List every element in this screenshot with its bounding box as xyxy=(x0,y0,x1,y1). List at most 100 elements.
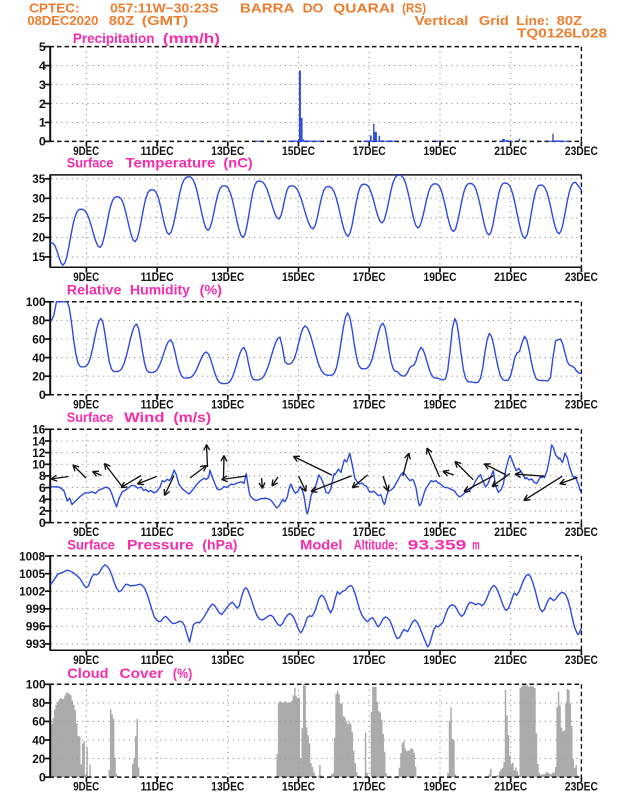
svg-text:5: 5 xyxy=(39,40,46,54)
svg-text:19DEC: 19DEC xyxy=(424,653,457,667)
svg-text:3: 3 xyxy=(39,78,46,92)
svg-text:993: 993 xyxy=(26,637,46,651)
svg-text:40: 40 xyxy=(32,733,45,747)
svg-text:80: 80 xyxy=(32,314,45,328)
svg-text:21DEC: 21DEC xyxy=(494,653,527,667)
svg-text:Cover: Cover xyxy=(120,666,165,681)
svg-text:21DEC: 21DEC xyxy=(494,397,527,411)
svg-text:17DEC: 17DEC xyxy=(353,525,386,539)
svg-text:057:11W−30:23S: 057:11W−30:23S xyxy=(110,1,219,16)
svg-text:9DEC: 9DEC xyxy=(73,270,99,284)
svg-text:9DEC: 9DEC xyxy=(73,144,99,158)
svg-text:(%): (%) xyxy=(200,283,222,298)
svg-text:100: 100 xyxy=(26,678,46,692)
svg-text:15DEC: 15DEC xyxy=(282,653,315,667)
svg-text:(%): (%) xyxy=(173,666,192,681)
svg-text:100: 100 xyxy=(26,295,46,309)
svg-text:13DEC: 13DEC xyxy=(211,144,244,158)
svg-text:19DEC: 19DEC xyxy=(424,397,457,411)
svg-text:(hPa): (hPa) xyxy=(202,538,237,553)
svg-text:0: 0 xyxy=(39,135,46,149)
svg-text:999: 999 xyxy=(26,602,46,616)
svg-text:Cloud: Cloud xyxy=(67,666,108,681)
svg-text:996: 996 xyxy=(26,620,46,634)
svg-text:23DEC: 23DEC xyxy=(565,653,598,667)
svg-text:15DEC: 15DEC xyxy=(282,525,315,539)
svg-text:21DEC: 21DEC xyxy=(494,780,527,794)
svg-text:9DEC: 9DEC xyxy=(73,780,99,794)
svg-text:19DEC: 19DEC xyxy=(424,144,457,158)
svg-text:2: 2 xyxy=(39,97,46,111)
svg-text:13DEC: 13DEC xyxy=(211,780,244,794)
svg-text:19DEC: 19DEC xyxy=(424,525,457,539)
svg-text:30: 30 xyxy=(32,192,45,206)
svg-text:1002: 1002 xyxy=(19,585,45,599)
svg-text:(RS): (RS) xyxy=(402,1,426,16)
svg-text:11DEC: 11DEC xyxy=(141,144,174,158)
svg-text:15DEC: 15DEC xyxy=(282,397,315,411)
svg-text:11DEC: 11DEC xyxy=(141,780,174,794)
svg-text:17DEC: 17DEC xyxy=(353,653,386,667)
svg-text:m: m xyxy=(472,538,480,553)
svg-text:Relative: Relative xyxy=(67,283,122,298)
svg-text:TQ0126L028: TQ0126L028 xyxy=(517,25,607,40)
svg-text:80Z: 80Z xyxy=(557,13,582,28)
svg-text:40: 40 xyxy=(32,351,45,365)
svg-text:9DEC: 9DEC xyxy=(73,653,99,667)
svg-text:21DEC: 21DEC xyxy=(494,270,527,284)
svg-text:11DEC: 11DEC xyxy=(141,525,174,539)
svg-text:15DEC: 15DEC xyxy=(282,780,315,794)
svg-text:11DEC: 11DEC xyxy=(141,397,174,411)
svg-text:Vertical: Vertical xyxy=(415,13,469,28)
svg-text:BARRA: BARRA xyxy=(240,1,295,16)
svg-text:15DEC: 15DEC xyxy=(282,144,315,158)
svg-text:17DEC: 17DEC xyxy=(353,144,386,158)
svg-text:Temperature: Temperature xyxy=(126,155,216,170)
svg-text:4: 4 xyxy=(39,493,46,507)
svg-text:Precipitation: Precipitation xyxy=(73,31,155,46)
svg-text:60: 60 xyxy=(32,715,45,729)
svg-text:12: 12 xyxy=(32,446,45,460)
svg-text:80Z: 80Z xyxy=(109,13,135,28)
svg-text:DO: DO xyxy=(303,1,324,16)
svg-text:25: 25 xyxy=(32,211,45,225)
svg-text:16: 16 xyxy=(32,423,45,437)
svg-text:(mm/h): (mm/h) xyxy=(163,31,220,46)
svg-text:9DEC: 9DEC xyxy=(73,525,99,539)
svg-text:1008: 1008 xyxy=(19,549,45,563)
svg-text:17DEC: 17DEC xyxy=(353,270,386,284)
svg-text:8: 8 xyxy=(39,469,46,483)
svg-text:2: 2 xyxy=(39,504,46,518)
svg-text:13DEC: 13DEC xyxy=(211,270,244,284)
svg-text:15DEC: 15DEC xyxy=(282,270,315,284)
svg-text:08DEC2020: 08DEC2020 xyxy=(27,13,98,28)
svg-text:Model: Model xyxy=(300,538,342,553)
svg-text:20: 20 xyxy=(32,231,45,245)
svg-text:13DEC: 13DEC xyxy=(211,653,244,667)
svg-text:13DEC: 13DEC xyxy=(211,397,244,411)
svg-text:QUARAI: QUARAI xyxy=(333,1,394,16)
svg-text:20: 20 xyxy=(32,370,45,384)
svg-text:10: 10 xyxy=(32,458,45,472)
svg-text:17DEC: 17DEC xyxy=(353,780,386,794)
svg-text:23DEC: 23DEC xyxy=(565,270,598,284)
svg-text:4: 4 xyxy=(39,59,46,73)
svg-text:0: 0 xyxy=(39,516,46,530)
svg-text:Surface: Surface xyxy=(67,410,114,425)
svg-text:20: 20 xyxy=(32,752,45,766)
svg-text:23DEC: 23DEC xyxy=(565,525,598,539)
svg-text:(m/s): (m/s) xyxy=(173,410,211,425)
svg-text:14: 14 xyxy=(32,434,45,448)
svg-text:21DEC: 21DEC xyxy=(494,144,527,158)
svg-text:Altitude:: Altitude: xyxy=(354,538,398,553)
svg-text:Surface: Surface xyxy=(67,155,114,170)
svg-text:6: 6 xyxy=(39,481,46,495)
svg-text:(nC): (nC) xyxy=(223,155,252,170)
svg-text:(GMT): (GMT) xyxy=(142,13,188,28)
svg-text:11DEC: 11DEC xyxy=(141,270,174,284)
svg-text:17DEC: 17DEC xyxy=(353,397,386,411)
svg-text:Surface: Surface xyxy=(67,538,115,553)
svg-text:21DEC: 21DEC xyxy=(494,525,527,539)
svg-text:23DEC: 23DEC xyxy=(565,144,598,158)
svg-text:19DEC: 19DEC xyxy=(424,780,457,794)
